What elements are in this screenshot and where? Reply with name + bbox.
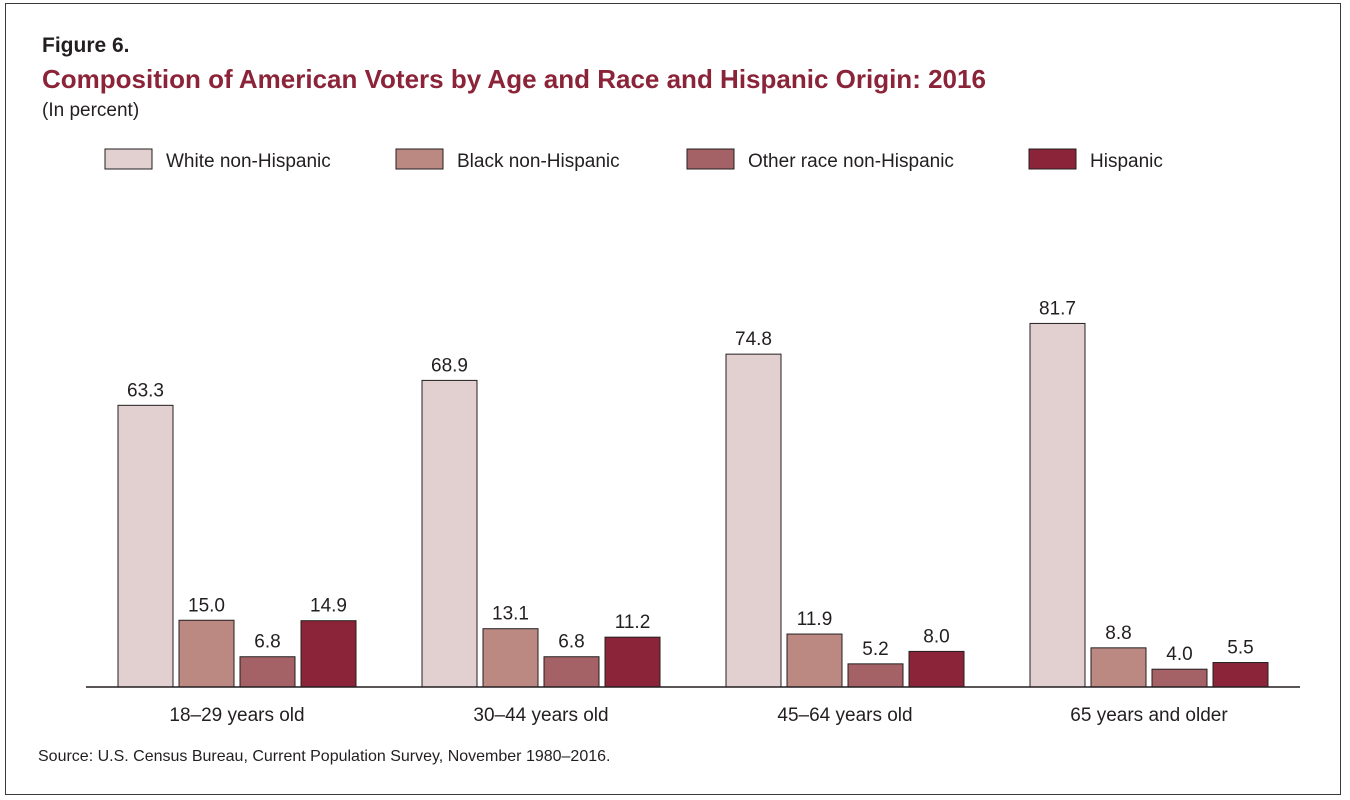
legend-label-hispanic: Hispanic [1090,151,1163,172]
legend-swatch-white-non-hispanic [104,148,153,170]
bar-hispanic-18-29-years-old [300,620,357,688]
data-label-black-non-hispanic-30-44-years-old: 13.1 [492,604,529,625]
data-label-white-non-hispanic-65-years-and-older: 81.7 [1039,298,1076,319]
data-label-hispanic-18-29-years-old: 14.9 [310,596,347,617]
legend-item-white-non-hispanic: White non-Hispanic [104,148,331,172]
legend-item-black-non-hispanic: Black non-Hispanic [395,148,620,172]
x-tick-label-45-64-years-old: 45–64 years old [777,705,912,726]
x-tick-label-18-29-years-old: 18–29 years old [169,705,304,726]
bar-white-non-hispanic-30-44-years-old [421,379,478,688]
chart-title: Composition of American Voters by Age an… [42,64,986,94]
legend-item-other-race-non-hispanic: Other race non-Hispanic [686,148,954,172]
data-label-white-non-hispanic-18-29-years-old: 63.3 [127,380,164,401]
legend-label-white-non-hispanic: White non-Hispanic [166,151,331,172]
data-label-other-race-non-hispanic-30-44-years-old: 6.8 [558,632,584,653]
bars-group [117,322,1269,688]
x-tick-label-65-years-and-older: 65 years and older [1070,705,1228,726]
bar-white-non-hispanic-65-years-and-older [1029,322,1086,688]
legend-swatch-hispanic [1028,148,1077,170]
legend-item-hispanic: Hispanic [1028,148,1163,172]
bar-black-non-hispanic-65-years-and-older [1090,647,1147,688]
data-label-hispanic-45-64-years-old: 8.0 [923,626,949,647]
data-label-hispanic-30-44-years-old: 11.2 [615,612,651,633]
bar-white-non-hispanic-45-64-years-old [725,353,782,688]
legend-swatch-black-non-hispanic [395,148,444,170]
bar-hispanic-30-44-years-old [604,636,661,688]
bar-other-race-non-hispanic-18-29-years-old [239,656,296,688]
legend-swatch-other-race-non-hispanic [686,148,735,170]
x-tick-label-30-44-years-old: 30–44 years old [473,705,608,726]
chart-legend: White non-Hispanic Black non-Hispanic Othe… [104,148,1163,172]
legend-label-other-race-non-hispanic: Other race non-Hispanic [748,151,954,172]
data-label-white-non-hispanic-30-44-years-old: 68.9 [431,355,468,376]
data-label-black-non-hispanic-65-years-and-older: 8.8 [1105,623,1131,644]
legend-label-black-non-hispanic: Black non-Hispanic [457,151,620,172]
figure-label: Figure 6. [42,34,130,57]
data-labels-group: 63.3 15.0 6.8 14.9 68.9 13.1 6.8 11.2 74.8 11.9 5.… [127,298,1254,665]
bar-black-non-hispanic-30-44-years-old [482,628,539,688]
bar-hispanic-65-years-and-older [1212,662,1269,688]
bar-white-non-hispanic-18-29-years-old [117,404,174,688]
data-label-other-race-non-hispanic-45-64-years-old: 5.2 [862,639,888,660]
figure-frame [5,3,1341,795]
data-label-other-race-non-hispanic-65-years-and-older: 4.0 [1166,644,1192,665]
x-tick-labels-group: 18–29 years old 30–44 years old 45–64 year… [169,705,1228,726]
data-label-black-non-hispanic-45-64-years-old: 11.9 [797,609,833,630]
data-label-white-non-hispanic-45-64-years-old: 74.8 [735,329,772,350]
bar-hispanic-45-64-years-old [908,650,965,688]
data-label-hispanic-65-years-and-older: 5.5 [1227,638,1253,659]
bar-other-race-non-hispanic-30-44-years-old [543,656,600,688]
bar-black-non-hispanic-45-64-years-old [786,633,843,688]
bar-other-race-non-hispanic-65-years-and-older [1151,668,1208,688]
chart-subtitle: (In percent) [42,100,140,121]
bar-black-non-hispanic-18-29-years-old [178,619,235,688]
source-note: Source: U.S. Census Bureau, Current Popu… [38,748,611,765]
data-label-other-race-non-hispanic-18-29-years-old: 6.8 [254,632,280,653]
bar-other-race-non-hispanic-45-64-years-old [847,663,904,688]
data-label-black-non-hispanic-18-29-years-old: 15.0 [188,595,225,616]
